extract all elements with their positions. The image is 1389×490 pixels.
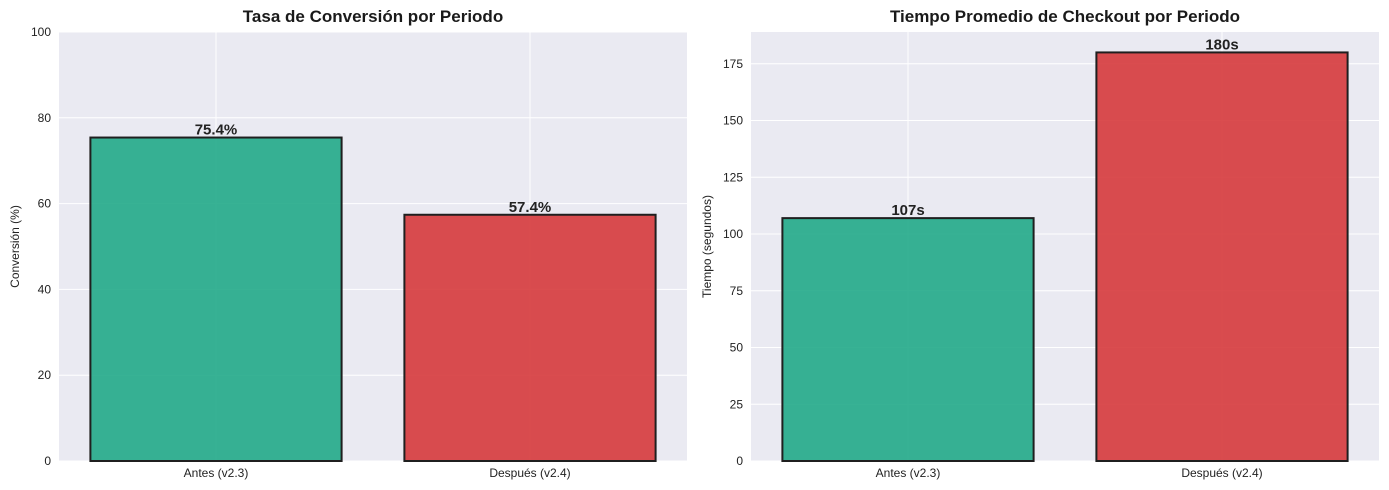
y-tick-label: 60 (38, 197, 52, 211)
chart-conversion-rate: 0 20 40 60 80 100 75.4% Antes (v2.3) 57.4% Despué… (8, 7, 687, 480)
y-tick-label: 25 (730, 397, 744, 411)
y-tick-label: 100 (31, 25, 51, 39)
y-tick-label: 0 (44, 454, 51, 468)
x-tick-label: Antes (v2.3) (876, 466, 941, 480)
x-tick-label: Después (v2.4) (489, 466, 570, 480)
y-tick-label: 125 (723, 170, 743, 184)
y-tick-label: 150 (723, 114, 743, 128)
data-label: 180s (1205, 36, 1238, 53)
y-tick-label: 0 (736, 454, 743, 468)
chart-title: Tiempo Promedio de Checkout por Periodo (890, 7, 1240, 26)
y-tick-label: 175 (723, 57, 743, 71)
chart-title: Tasa de Conversión por Periodo (243, 7, 503, 26)
bar-despues (403, 213, 657, 462)
bar-despues (1095, 51, 1349, 463)
y-tick-label: 20 (38, 368, 52, 382)
data-label: 75.4% (195, 122, 238, 139)
bar-antes (89, 136, 343, 462)
y-axis-label: Conversión (%) (8, 205, 22, 288)
data-label: 107s (891, 202, 924, 219)
y-tick-label: 50 (730, 341, 744, 355)
bar-antes (781, 217, 1035, 462)
y-tick-label: 40 (38, 282, 52, 296)
data-label: 57.4% (509, 199, 552, 216)
chart-checkout-time: 0 25 50 75 100 125 150 175 107s Antes (v2.3) 180s D… (700, 7, 1379, 480)
x-tick-label: Antes (v2.3) (184, 466, 249, 480)
y-tick-label: 100 (723, 227, 743, 241)
y-tick-label: 75 (730, 284, 744, 298)
y-tick-label: 80 (38, 111, 52, 125)
x-tick-label: Después (v2.4) (1181, 466, 1262, 480)
y-axis-label: Tiempo (segundos) (700, 195, 714, 298)
